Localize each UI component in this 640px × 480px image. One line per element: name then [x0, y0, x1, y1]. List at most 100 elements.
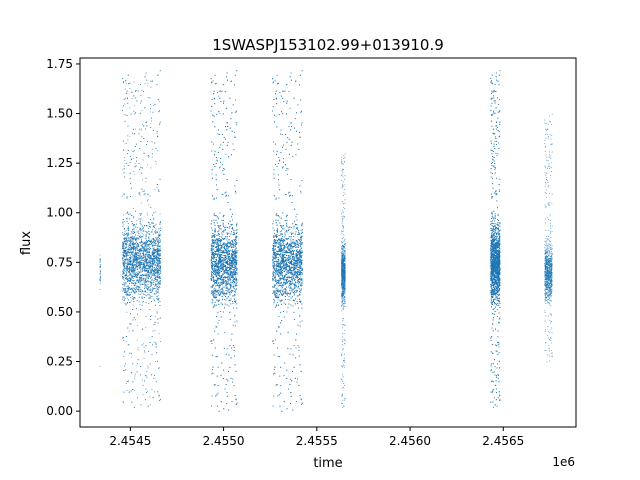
data-point [146, 288, 148, 289]
data-point [142, 159, 144, 161]
data-point [141, 229, 143, 231]
data-point [126, 272, 128, 274]
data-point [138, 296, 140, 298]
data-point [138, 286, 139, 288]
data-point [152, 397, 154, 399]
data-point [158, 274, 160, 276]
data-point [159, 242, 161, 243]
data-point [140, 256, 142, 258]
data-point [140, 259, 142, 261]
data-point [142, 123, 143, 125]
data-point [149, 195, 151, 197]
data-point [140, 264, 141, 265]
data-point [146, 276, 148, 278]
data-point [133, 253, 135, 255]
data-point [157, 240, 159, 242]
data-point [127, 281, 128, 282]
data-point [159, 70, 161, 72]
data-point [145, 257, 146, 259]
data-point [100, 273, 101, 275]
data-point [147, 293, 149, 295]
data-point [154, 256, 156, 258]
data-point [133, 274, 135, 275]
data-point [132, 267, 134, 269]
data-point [157, 264, 158, 265]
data-point [159, 121, 161, 123]
data-point [123, 273, 125, 274]
data-point [136, 339, 138, 341]
data-point [155, 249, 157, 250]
data-point [124, 274, 126, 276]
data-point [125, 239, 127, 241]
data-point [155, 264, 156, 266]
data-point [142, 179, 144, 180]
data-point [143, 266, 145, 268]
data-point [129, 257, 131, 258]
data-point [158, 233, 160, 235]
data-point [126, 278, 128, 280]
data-point [156, 256, 157, 257]
data-point [156, 265, 158, 267]
data-point [128, 264, 130, 265]
data-point [149, 226, 151, 228]
data-point [122, 221, 124, 223]
data-point [156, 268, 157, 270]
data-point [134, 373, 136, 375]
data-point [135, 234, 136, 236]
data-point [131, 187, 132, 189]
data-point [160, 265, 161, 267]
data-point [150, 123, 152, 124]
data-point [127, 280, 129, 282]
data-point [148, 244, 150, 246]
data-point [136, 259, 137, 261]
data-point [159, 277, 160, 279]
data-point [144, 287, 145, 289]
data-point [147, 270, 149, 272]
data-point [160, 258, 161, 259]
data-point [155, 292, 157, 294]
data-point [126, 220, 128, 222]
data-point [136, 143, 137, 145]
data-point [151, 258, 153, 260]
data-point [151, 120, 152, 122]
data-point [157, 135, 158, 137]
data-point [156, 245, 158, 247]
data-point [122, 262, 124, 264]
data-point [145, 388, 147, 390]
data-point [139, 284, 141, 286]
data-point [130, 297, 132, 298]
data-point [125, 262, 127, 264]
data-point [149, 265, 151, 267]
data-point [144, 350, 146, 352]
data-point [139, 234, 141, 236]
data-point [132, 283, 134, 284]
data-point [155, 278, 157, 280]
data-point [149, 111, 151, 113]
data-point [130, 272, 132, 274]
data-point [148, 351, 150, 352]
data-point [137, 263, 139, 265]
data-point [159, 280, 161, 281]
data-point [130, 238, 132, 240]
data-point [153, 241, 154, 243]
data-point [140, 374, 141, 376]
data-point [126, 243, 127, 245]
data-point [154, 227, 155, 228]
data-point [124, 231, 126, 233]
data-point [152, 259, 154, 261]
data-point [146, 286, 148, 287]
data-point [146, 265, 148, 267]
data-point [148, 267, 150, 269]
data-point [128, 243, 130, 245]
data-point [157, 267, 159, 269]
data-point [123, 252, 125, 254]
data-point [126, 269, 128, 271]
data-point [150, 272, 152, 273]
data-point [146, 264, 148, 266]
data-point [156, 257, 158, 259]
data-point [140, 224, 142, 226]
data-point [122, 277, 124, 278]
data-point [129, 289, 131, 290]
data-point [99, 263, 101, 265]
data-point [152, 130, 154, 131]
